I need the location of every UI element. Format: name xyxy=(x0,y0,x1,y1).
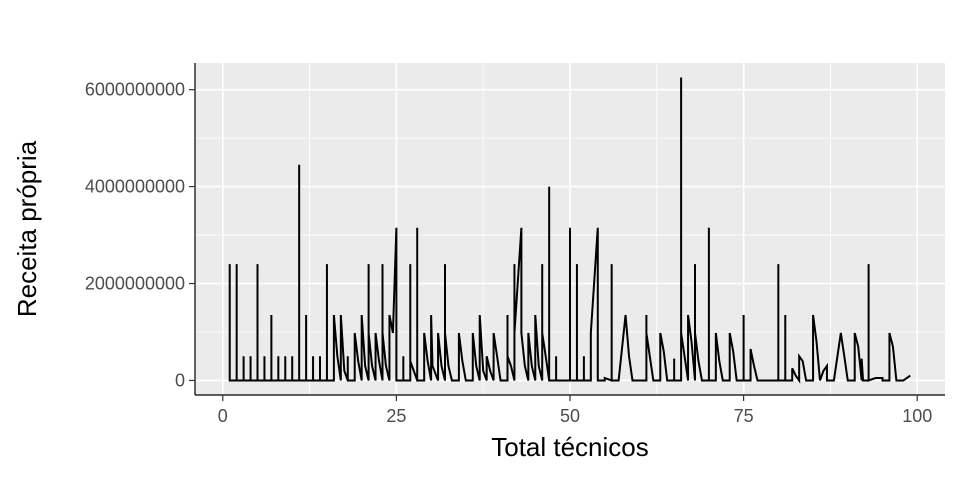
y-axis-title: Receita própria xyxy=(12,140,42,317)
y-tick-label: 2000000000 xyxy=(85,274,185,294)
x-axis-title: Total técnicos xyxy=(491,432,649,462)
x-tick-label: 25 xyxy=(386,406,406,426)
x-tick-label: 100 xyxy=(902,406,932,426)
y-tick-label: 4000000000 xyxy=(85,177,185,197)
y-tick-label: 0 xyxy=(175,370,185,390)
series-layer xyxy=(228,77,911,384)
x-tick-labels: 0 25 50 75 100 xyxy=(218,406,932,426)
axis-ticks xyxy=(189,63,945,401)
x-tick-label: 50 xyxy=(560,406,580,426)
x-tick-label: 75 xyxy=(734,406,754,426)
y-tick-label: 6000000000 xyxy=(85,80,185,100)
y-tick-labels: 0 2000000000 4000000000 6000000000 xyxy=(85,80,185,391)
series-line xyxy=(228,77,911,384)
x-tick-label: 0 xyxy=(218,406,228,426)
